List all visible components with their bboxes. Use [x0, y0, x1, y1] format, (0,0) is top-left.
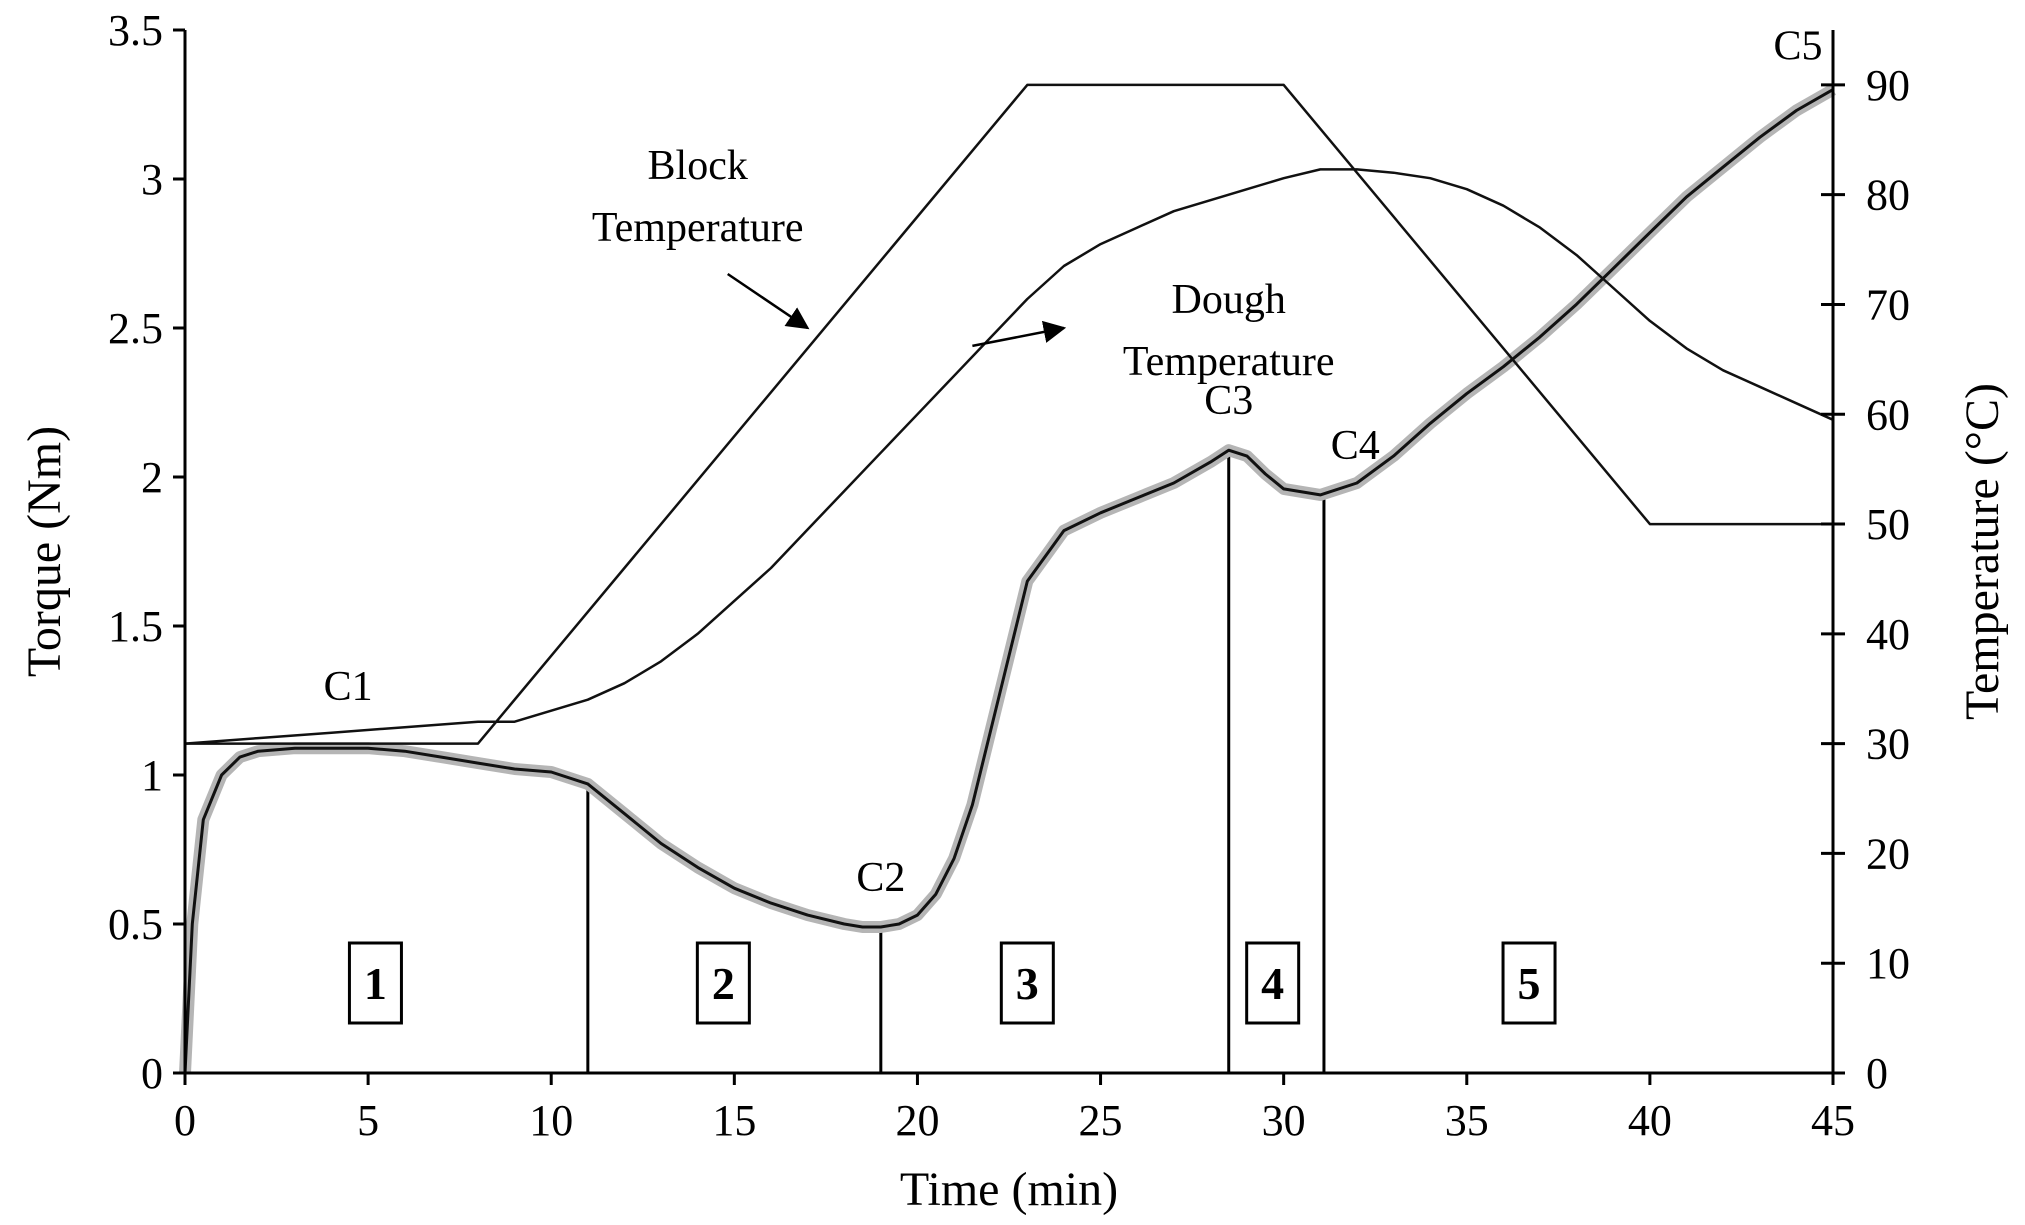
y2-tick-label: 60: [1866, 390, 1910, 439]
y2-tick-label: 50: [1866, 500, 1910, 549]
y2-tick-label: 70: [1866, 280, 1910, 329]
block-temperature-annotation-arrow: [727, 272, 810, 330]
y-tick-label: 1.5: [108, 602, 163, 651]
x-tick-label: 45: [1811, 1096, 1855, 1145]
marker-c5-label: C5: [1773, 24, 1822, 70]
y2-tick-label: 90: [1866, 61, 1910, 110]
zone-2-label: 2: [712, 958, 735, 1009]
dough-temperature-annotation-line-1: Dough: [1172, 277, 1286, 323]
y2-tick-label: 20: [1866, 829, 1910, 878]
y-tick-label: 0.5: [108, 900, 163, 949]
y-tick-label: 2.5: [108, 304, 163, 353]
dough-temperature-annotation-arrow: [972, 320, 1067, 348]
y-tick-label: 2: [141, 453, 163, 502]
dough-temperature-line: [184, 168, 1834, 745]
zone-3-label: 3: [1016, 958, 1039, 1009]
x-tick-label: 15: [712, 1096, 756, 1145]
y-tick-label: 3: [141, 155, 163, 204]
dough-temperature-annotation-line-2: Temperature: [1123, 339, 1335, 385]
torque-noise-band: [179, 84, 1836, 1074]
zone-2-box: [695, 941, 751, 1025]
y-tick-label: 1: [141, 751, 163, 800]
marker-c4-label: C4: [1331, 423, 1380, 469]
y2-tick-label: 0: [1866, 1049, 1888, 1098]
y2-tick-label: 40: [1866, 610, 1910, 659]
x-tick-label: 40: [1628, 1096, 1672, 1145]
left-y-axis-title: Torque (Nm): [18, 426, 71, 677]
marker-c1-label: C1: [324, 664, 373, 710]
y-tick-label: 0: [141, 1049, 163, 1098]
marker-c3-label: C3: [1204, 378, 1253, 424]
zone-1-box: [347, 941, 403, 1025]
marker-c2-label: C2: [856, 855, 905, 901]
zone-3-box: [999, 941, 1055, 1025]
x-tick-label: 0: [174, 1096, 196, 1145]
y-tick-label: 3.5: [108, 6, 163, 55]
x-tick-label: 25: [1079, 1096, 1123, 1145]
x-tick-label: 20: [895, 1096, 939, 1145]
x-tick-label: 30: [1262, 1096, 1306, 1145]
zone-1-label: 1: [364, 958, 387, 1009]
block-temperature-line: [185, 83, 1833, 745]
x-tick-label: 35: [1445, 1096, 1489, 1145]
x-tick-label: 10: [529, 1096, 573, 1145]
y2-tick-label: 80: [1866, 171, 1910, 220]
block-temperature-annotation-line-1: Block: [648, 143, 748, 189]
x-axis-title: Time (min): [900, 1163, 1118, 1216]
block-temperature-annotation-line-2: Temperature: [592, 205, 804, 251]
right-y-axis-title: Temperature (°C): [1956, 383, 2009, 720]
x-tick-label: 5: [357, 1096, 379, 1145]
y2-tick-label: 30: [1866, 720, 1910, 769]
torque-line: [183, 88, 1834, 1074]
zone-4-label: 4: [1261, 958, 1284, 1009]
zone-5-label: 5: [1518, 958, 1541, 1009]
zone-4-box: [1245, 941, 1301, 1025]
zone-5-box: [1501, 941, 1557, 1025]
y2-tick-label: 10: [1866, 939, 1910, 988]
